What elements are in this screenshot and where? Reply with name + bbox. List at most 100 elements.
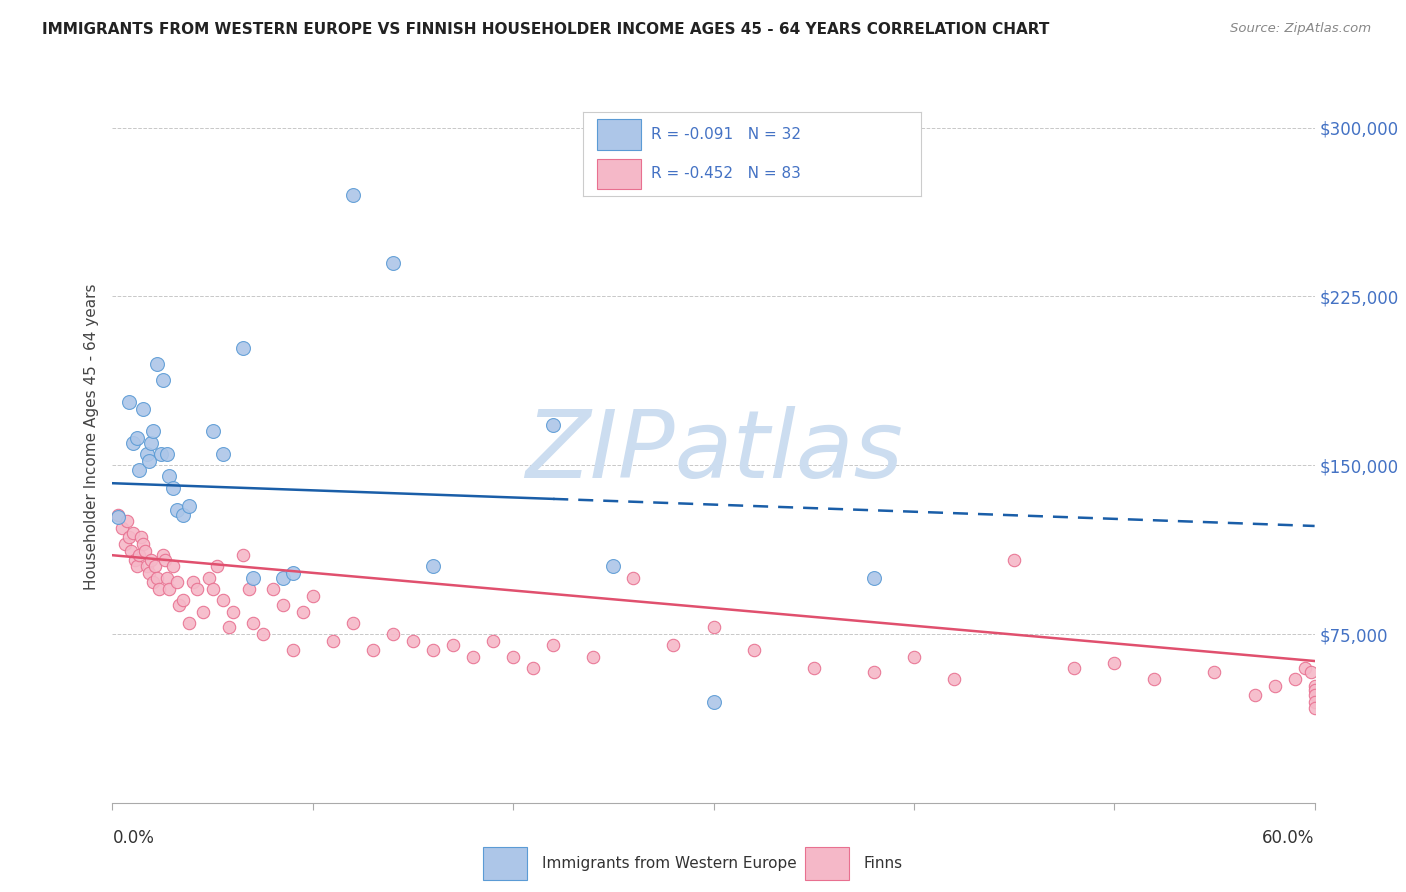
Point xyxy=(482,633,505,648)
Point xyxy=(1264,679,1286,693)
Point xyxy=(1063,661,1085,675)
Point xyxy=(157,582,180,596)
Point xyxy=(153,553,176,567)
Point xyxy=(543,417,565,432)
Point xyxy=(143,559,166,574)
Point xyxy=(281,566,304,581)
Point xyxy=(162,481,184,495)
Point xyxy=(115,515,138,529)
Point xyxy=(242,615,264,630)
Point xyxy=(177,615,200,630)
Text: Source: ZipAtlas.com: Source: ZipAtlas.com xyxy=(1230,22,1371,36)
Point xyxy=(281,642,304,657)
Text: IMMIGRANTS FROM WESTERN EUROPE VS FINNISH HOUSEHOLDER INCOME AGES 45 - 64 YEARS : IMMIGRANTS FROM WESTERN EUROPE VS FINNIS… xyxy=(42,22,1049,37)
Point xyxy=(942,672,965,686)
Point xyxy=(1204,665,1226,680)
Point xyxy=(141,425,163,439)
Point xyxy=(107,510,129,524)
Point xyxy=(218,620,240,634)
Point xyxy=(422,559,444,574)
Point xyxy=(702,694,725,708)
Point xyxy=(502,649,524,664)
Point xyxy=(152,373,174,387)
Point xyxy=(125,559,148,574)
Point xyxy=(111,521,134,535)
Point xyxy=(162,559,184,574)
Point xyxy=(201,425,224,439)
Point xyxy=(461,649,484,664)
Bar xyxy=(804,847,849,880)
Point xyxy=(232,548,254,562)
Point xyxy=(177,499,200,513)
Point xyxy=(863,571,886,585)
Point xyxy=(172,593,194,607)
Point xyxy=(522,661,544,675)
Point xyxy=(138,566,160,581)
Point xyxy=(252,627,274,641)
Point xyxy=(121,435,143,450)
Point xyxy=(271,571,294,585)
Point xyxy=(382,627,405,641)
Point xyxy=(1284,672,1306,686)
Text: ZIPatlas: ZIPatlas xyxy=(524,406,903,497)
Point xyxy=(271,598,294,612)
Point xyxy=(149,447,172,461)
Point xyxy=(134,543,156,558)
Point xyxy=(238,582,260,596)
Point xyxy=(803,661,825,675)
Point xyxy=(211,593,233,607)
Point xyxy=(155,447,177,461)
Point xyxy=(543,638,565,652)
Point xyxy=(128,463,150,477)
Point xyxy=(131,401,153,416)
Point xyxy=(342,615,364,630)
Point xyxy=(157,469,180,483)
Point xyxy=(166,503,188,517)
Point xyxy=(155,571,177,585)
Point xyxy=(117,395,139,409)
Text: Finns: Finns xyxy=(863,855,903,871)
Point xyxy=(342,188,364,202)
Point xyxy=(141,575,163,590)
Text: 60.0%: 60.0% xyxy=(1263,829,1315,847)
Point xyxy=(222,605,245,619)
Point xyxy=(181,575,204,590)
Point xyxy=(742,642,765,657)
Point xyxy=(582,649,605,664)
Point xyxy=(120,543,142,558)
Point xyxy=(1299,665,1322,680)
Point xyxy=(232,341,254,355)
Point xyxy=(167,598,190,612)
Point xyxy=(128,548,150,562)
Point xyxy=(145,357,167,371)
Point xyxy=(1303,688,1326,702)
Point xyxy=(1303,683,1326,698)
Point xyxy=(1002,553,1025,567)
Bar xyxy=(598,120,641,150)
Point xyxy=(145,571,167,585)
Text: R = -0.091   N = 32: R = -0.091 N = 32 xyxy=(651,127,801,142)
Point xyxy=(621,571,644,585)
Y-axis label: Householder Income Ages 45 - 64 years: Householder Income Ages 45 - 64 years xyxy=(84,284,100,591)
Point xyxy=(152,548,174,562)
Point xyxy=(138,453,160,467)
Point xyxy=(121,525,143,540)
Point xyxy=(166,575,188,590)
Point xyxy=(211,447,233,461)
Point xyxy=(422,642,444,657)
Point xyxy=(1243,688,1265,702)
Point xyxy=(302,589,325,603)
Point xyxy=(135,447,157,461)
Point xyxy=(662,638,685,652)
Point xyxy=(201,582,224,596)
Point xyxy=(361,642,384,657)
Point xyxy=(139,553,162,567)
Point xyxy=(135,559,157,574)
Point xyxy=(1303,701,1326,715)
Point xyxy=(129,530,152,544)
Point xyxy=(1102,657,1125,671)
Point xyxy=(172,508,194,522)
Point xyxy=(322,633,344,648)
Point xyxy=(1294,661,1316,675)
Point xyxy=(382,255,405,269)
